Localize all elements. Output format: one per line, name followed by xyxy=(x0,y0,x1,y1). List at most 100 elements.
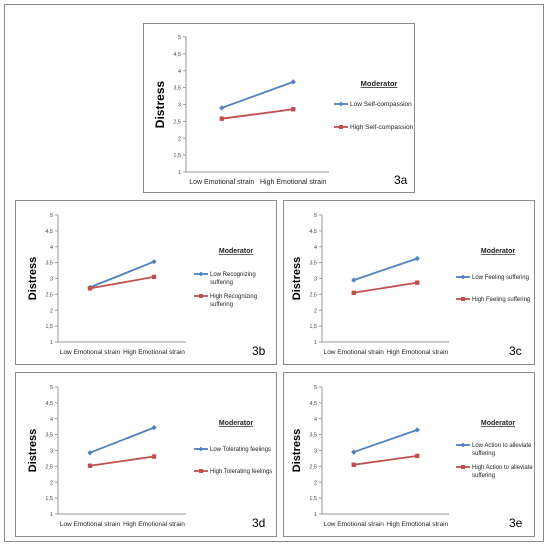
y-tick-label: 3,5 xyxy=(309,433,317,439)
legend-title: Moderator xyxy=(481,248,516,255)
legend-title: Moderator xyxy=(361,79,398,88)
x-category-label: High Emotional strain xyxy=(386,521,448,528)
y-tick-label: 4 xyxy=(314,417,317,423)
y-tick-label: 4,5 xyxy=(173,52,181,58)
panel-label: 3c xyxy=(509,344,522,358)
data-point-marker xyxy=(151,274,157,280)
legend-title: Moderator xyxy=(481,420,516,427)
y-tick-label: 4 xyxy=(50,417,53,423)
legend-swatch-marker xyxy=(339,125,343,129)
y-tick-label: 2,5 xyxy=(309,292,317,298)
y-tick-label: 1 xyxy=(50,340,53,346)
y-tick-label: 3,5 xyxy=(45,261,53,267)
legend-entry-label: suffering xyxy=(210,280,233,286)
series-line-low xyxy=(353,429,418,453)
y-tick-label: 5 xyxy=(50,213,53,219)
x-category-label: Low Emotional strain xyxy=(60,521,121,528)
y-tick-label: 3,5 xyxy=(309,261,317,267)
data-point-marker xyxy=(219,116,224,121)
chart-panel-3e: 1 1,5 2 2,5 3 3,5 4 4,5 5 Low Emotional strain Hig… xyxy=(283,372,535,537)
series-line-high xyxy=(353,281,418,294)
y-tick-label: 1,5 xyxy=(309,496,317,502)
legend-title: Moderator xyxy=(219,420,254,427)
data-point-marker xyxy=(151,425,157,431)
legend-title: Moderator xyxy=(219,248,254,255)
panel-label: 3b xyxy=(252,344,266,358)
data-point-marker xyxy=(351,277,357,283)
y-tick-label: 5 xyxy=(314,213,317,219)
legend-entry-label: High Feeling suffering xyxy=(472,297,530,303)
y-tick-label: 3 xyxy=(50,277,53,283)
legend-swatch-marker xyxy=(199,469,203,473)
y-tick-label: 2 xyxy=(314,480,317,486)
y-tick-label: 5 xyxy=(314,385,317,391)
y-tick-label: 1,5 xyxy=(173,153,181,159)
y-tick-label: 1,5 xyxy=(45,324,53,330)
y-tick-label: 4 xyxy=(50,245,53,251)
y-axis-title: Distress xyxy=(27,257,39,300)
x-category-label: High Emotional strain xyxy=(260,179,327,186)
series-line-high xyxy=(89,455,155,467)
chart-svg-a: 1 1,5 2 2,5 3 3,5 4 4,5 5 Low Emotional strain Hig… xyxy=(153,35,414,187)
panel-label: 3e xyxy=(509,516,523,530)
data-point-marker xyxy=(87,463,93,468)
y-axis-title: Distress xyxy=(153,81,167,129)
legend-swatch-marker xyxy=(460,274,466,280)
series-line-high xyxy=(353,455,418,466)
y-tick-label: 3 xyxy=(314,449,317,455)
legend-entry-label: High Recognizing xyxy=(210,294,257,300)
legend-swatch-marker xyxy=(338,101,344,107)
data-point-marker xyxy=(414,255,420,262)
y-tick-label: 4,5 xyxy=(309,401,317,407)
data-point-marker xyxy=(351,449,357,455)
y-tick-label: 1 xyxy=(314,512,317,518)
y-tick-label: 1 xyxy=(178,170,181,176)
legend-entry-label: High Self-compassion xyxy=(350,124,414,131)
legend-entry-label: High Tolerating feelings xyxy=(210,469,272,475)
y-axis-title: Distress xyxy=(291,429,303,472)
legend-entry-label: Low Feeling suffering xyxy=(472,275,529,281)
y-tick-label: 2,5 xyxy=(45,464,53,470)
data-point-marker xyxy=(87,286,93,291)
legend-entry-label: suffering xyxy=(210,302,233,308)
legend-swatch-marker xyxy=(460,442,466,448)
legend-entry-label: Low Self-compassion xyxy=(350,101,412,108)
legend-entry-label: suffering xyxy=(472,451,495,457)
data-point-marker xyxy=(151,454,157,459)
chart-panel-3a: 1 1,5 2 2,5 3 3,5 4 4,5 5 Low Emotional strain Hig… xyxy=(143,23,415,193)
data-point-marker xyxy=(219,105,225,111)
data-point-marker xyxy=(351,290,356,295)
panel-label: 3a xyxy=(394,173,408,187)
y-tick-label: 1 xyxy=(50,512,53,518)
y-tick-label: 2,5 xyxy=(173,119,181,125)
x-category-label: Low Emotional strain xyxy=(189,179,254,186)
legend-swatch-marker xyxy=(461,297,465,301)
series-line-low xyxy=(221,81,294,109)
legend-entry-label: Low Tolerating feelings xyxy=(210,447,271,453)
data-point-marker xyxy=(87,450,93,456)
y-tick-label: 2 xyxy=(178,136,181,142)
legend-entry-label: Low Recognizing xyxy=(210,272,256,278)
data-point-marker xyxy=(415,453,420,459)
x-category-label: Low Emotional strain xyxy=(60,349,121,356)
legend-entry-label: Low Action to alleviate xyxy=(472,443,532,449)
data-point-marker xyxy=(351,462,356,467)
legend-swatch-marker xyxy=(461,465,465,469)
y-tick-label: 4,5 xyxy=(309,229,317,235)
y-tick-label: 2,5 xyxy=(45,292,53,298)
y-tick-label: 5 xyxy=(178,35,181,41)
legend-swatch-marker xyxy=(198,271,204,277)
y-tick-label: 2 xyxy=(50,480,53,486)
y-axis-title: Distress xyxy=(291,257,303,300)
chart-panel-3c: 1 1,5 2 2,5 3 3,5 4 4,5 5 Low Emotional strain Hig… xyxy=(283,200,535,365)
y-tick-label: 3,5 xyxy=(173,86,181,92)
data-point-marker xyxy=(291,107,296,112)
y-tick-label: 1,5 xyxy=(45,496,53,502)
y-tick-label: 4 xyxy=(314,245,317,251)
data-point-marker xyxy=(414,427,420,433)
panel-label: 3d xyxy=(252,516,265,530)
y-tick-label: 1 xyxy=(314,340,317,346)
